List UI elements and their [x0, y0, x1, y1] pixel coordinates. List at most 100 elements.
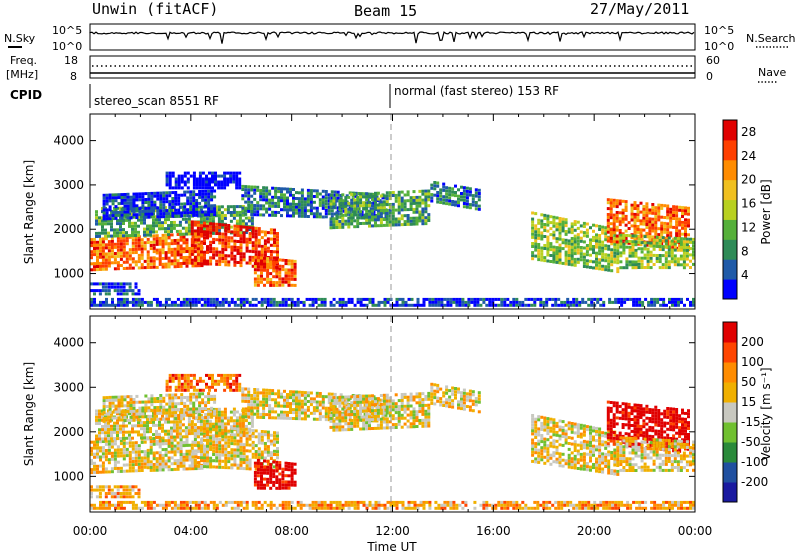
echo-cell: [297, 205, 301, 209]
echo-cell: [104, 439, 108, 443]
echo-cell: [221, 297, 225, 301]
echo-cell: [137, 224, 140, 228]
echo-cell: [238, 422, 242, 426]
echo-cell: [687, 224, 690, 228]
echo-cell: [248, 428, 252, 432]
echo-cell: [193, 220, 197, 224]
echo-cell: [128, 289, 132, 293]
echo-cell: [245, 228, 249, 232]
echo-cell: [609, 198, 613, 202]
echo-cell: [557, 303, 561, 307]
echo-cell: [428, 300, 432, 304]
echo-cell: [344, 219, 348, 223]
echo-cell: [293, 262, 297, 266]
echo-cell: [362, 303, 366, 307]
echo-cell: [230, 463, 234, 467]
echo-cell: [637, 234, 641, 238]
echo-cell: [616, 258, 620, 262]
echo-cell: [266, 430, 270, 434]
echo-cell: [442, 182, 446, 186]
echo-cell: [451, 203, 455, 207]
echo-cell: [239, 439, 243, 443]
echo-cell: [220, 214, 224, 218]
echo-cell: [233, 248, 237, 252]
echo-cell: [101, 409, 104, 413]
echo-cell: [224, 300, 228, 304]
echo-cell: [221, 223, 225, 227]
echo-cell: [168, 194, 172, 198]
echo-cell: [321, 195, 325, 199]
echo-cell: [164, 206, 167, 210]
echo-cell: [96, 240, 99, 244]
echo-cell: [170, 426, 173, 430]
echo-cell: [183, 205, 187, 209]
echo-cell: [96, 455, 99, 459]
echo-cell: [256, 474, 260, 478]
echo-cell: [309, 197, 313, 201]
echo-cell: [156, 408, 160, 412]
echo-cell: [618, 223, 622, 227]
echo-cell: [179, 444, 183, 448]
echo-cell: [652, 241, 656, 245]
echo-cell: [468, 203, 472, 207]
echo-cell: [134, 459, 138, 463]
echo-cell: [251, 435, 255, 438]
echo-cell: [181, 217, 185, 221]
echo-cell: [424, 192, 428, 196]
echo-cell: [401, 297, 405, 301]
echo-cell: [213, 204, 217, 208]
echo-cell: [170, 444, 174, 448]
echo-cell: [681, 215, 684, 218]
echo-cell: [679, 254, 683, 258]
echo-cell: [101, 267, 105, 271]
echo-cell: [93, 300, 96, 304]
echo-cell: [167, 429, 170, 433]
echo-cell: [616, 261, 620, 265]
echo-cell: [385, 209, 389, 212]
echo-cell: [140, 244, 144, 248]
echo-cell: [181, 423, 185, 427]
echo-cell: [150, 203, 154, 207]
echo-cell: [266, 249, 270, 253]
echo-cell: [117, 410, 121, 414]
echo-cell: [368, 300, 372, 304]
echo-cell: [134, 456, 138, 460]
echo-cell: [274, 213, 278, 217]
echo-cell: [430, 199, 434, 203]
echo-cell: [633, 212, 637, 216]
echo-cell: [116, 219, 119, 223]
echo-cell: [585, 250, 589, 254]
echo-cell: [540, 237, 544, 241]
echo-cell: [430, 186, 434, 190]
echo-cell: [161, 459, 165, 463]
echo-cell: [116, 445, 120, 449]
echo-cell: [90, 253, 93, 257]
echo-cell: [98, 219, 101, 223]
echo-cell: [555, 216, 559, 220]
echo-cell: [212, 297, 216, 301]
echo-cell: [147, 203, 151, 207]
echo-cell: [324, 190, 328, 193]
colorbar-tick-label: 20: [741, 173, 756, 187]
echo-cell: [344, 303, 348, 307]
echo-cell: [217, 434, 221, 438]
echo-cell: [99, 237, 102, 241]
echo-cell: [276, 434, 279, 438]
echo-cell: [251, 429, 255, 433]
echo-cell: [254, 455, 258, 459]
echo-cell: [149, 233, 152, 237]
echo-cell: [134, 441, 138, 445]
echo-cell: [506, 297, 510, 301]
echo-cell: [114, 404, 118, 408]
echo-cell: [227, 454, 231, 457]
echo-cell: [140, 297, 144, 301]
echo-cell: [250, 194, 254, 198]
echo-cell: [117, 416, 121, 420]
echo-cell: [460, 185, 463, 189]
echo-cell: [263, 248, 267, 251]
echo-cell: [290, 471, 294, 475]
echo-cell: [212, 256, 216, 260]
echo-cell: [170, 468, 174, 472]
echo-cell: [227, 300, 231, 304]
echo-cell: [220, 410, 224, 414]
